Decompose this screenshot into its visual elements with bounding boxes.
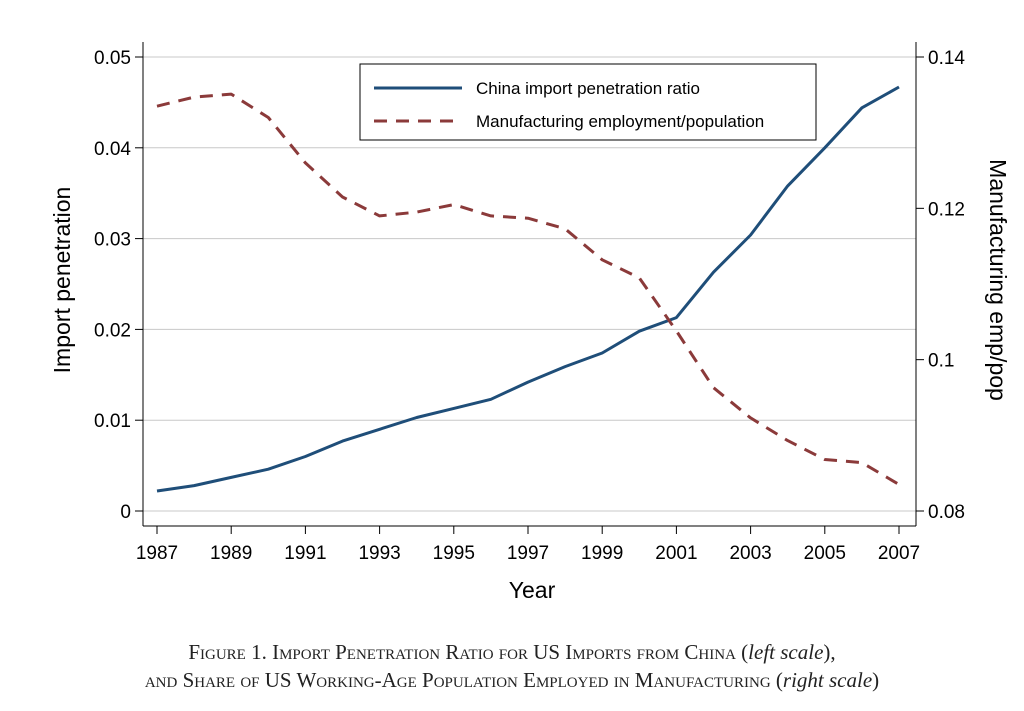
x-tick-label: 1999 bbox=[581, 543, 623, 564]
y-left-tick-label: 0 bbox=[120, 502, 131, 523]
series-lines bbox=[156, 85, 900, 493]
caption-2-main: and Share of US Working-Age Population E… bbox=[144, 668, 783, 692]
series-line-import-penetration bbox=[156, 85, 900, 493]
legend: China import penetration ratio Manufactu… bbox=[359, 63, 817, 141]
y-right-tick-label: 0.12 bbox=[928, 199, 965, 220]
y-axis-left-title: Import penetration bbox=[49, 187, 75, 374]
caption-2-italic: right scale bbox=[782, 668, 873, 692]
caption-2-end: ) bbox=[872, 668, 880, 692]
x-tick-label: 1995 bbox=[433, 543, 475, 564]
series-line-manufacturing-emp bbox=[156, 92, 900, 486]
x-tick-label: 2001 bbox=[655, 543, 697, 564]
figure-caption-line-2: and Share of US Working-Age Population E… bbox=[0, 668, 1024, 693]
x-tick-label: 1991 bbox=[284, 543, 326, 564]
x-tick-label: 1989 bbox=[210, 543, 252, 564]
x-tick-label: 2007 bbox=[878, 543, 920, 564]
y-right-tick-label: 0.08 bbox=[928, 502, 965, 523]
caption-1-main: Figure 1. Import Penetration Ratio for U… bbox=[188, 640, 749, 664]
y-right-tick-label: 0.1 bbox=[928, 351, 954, 372]
x-axis-title: Year bbox=[509, 577, 556, 603]
figure-caption-line-1: Figure 1. Import Penetration Ratio for U… bbox=[0, 640, 1024, 665]
x-tick-label: 1993 bbox=[358, 543, 400, 564]
y-left-tick-label: 0.03 bbox=[94, 230, 131, 251]
x-tick-label: 1997 bbox=[507, 543, 549, 564]
axes: 0 0.01 0.02 0.03 0.04 0.05 0.08 0.1 0.12 0.14 1987… bbox=[94, 42, 965, 564]
y-left-tick-label: 0.05 bbox=[94, 48, 131, 69]
y-left-tick-label: 0.04 bbox=[94, 139, 131, 160]
y-left-tick-label: 0.02 bbox=[94, 320, 131, 341]
legend-label-import-penetration: China import penetration ratio bbox=[476, 79, 700, 98]
caption-1-end: ), bbox=[823, 640, 836, 664]
y-axis-right-title: Manufacturing emp/pop bbox=[985, 159, 1011, 401]
y-right-tick-label: 0.14 bbox=[928, 48, 965, 69]
legend-box bbox=[359, 63, 817, 141]
legend-label-manufacturing: Manufacturing employment/population bbox=[476, 112, 764, 131]
y-left-tick-label: 0.01 bbox=[94, 411, 131, 432]
gridlines bbox=[143, 56, 916, 512]
x-tick-label: 2005 bbox=[804, 543, 846, 564]
x-tick-label: 2003 bbox=[729, 543, 771, 564]
x-tick-label: 1987 bbox=[136, 543, 178, 564]
caption-1-italic: left scale bbox=[748, 640, 824, 664]
